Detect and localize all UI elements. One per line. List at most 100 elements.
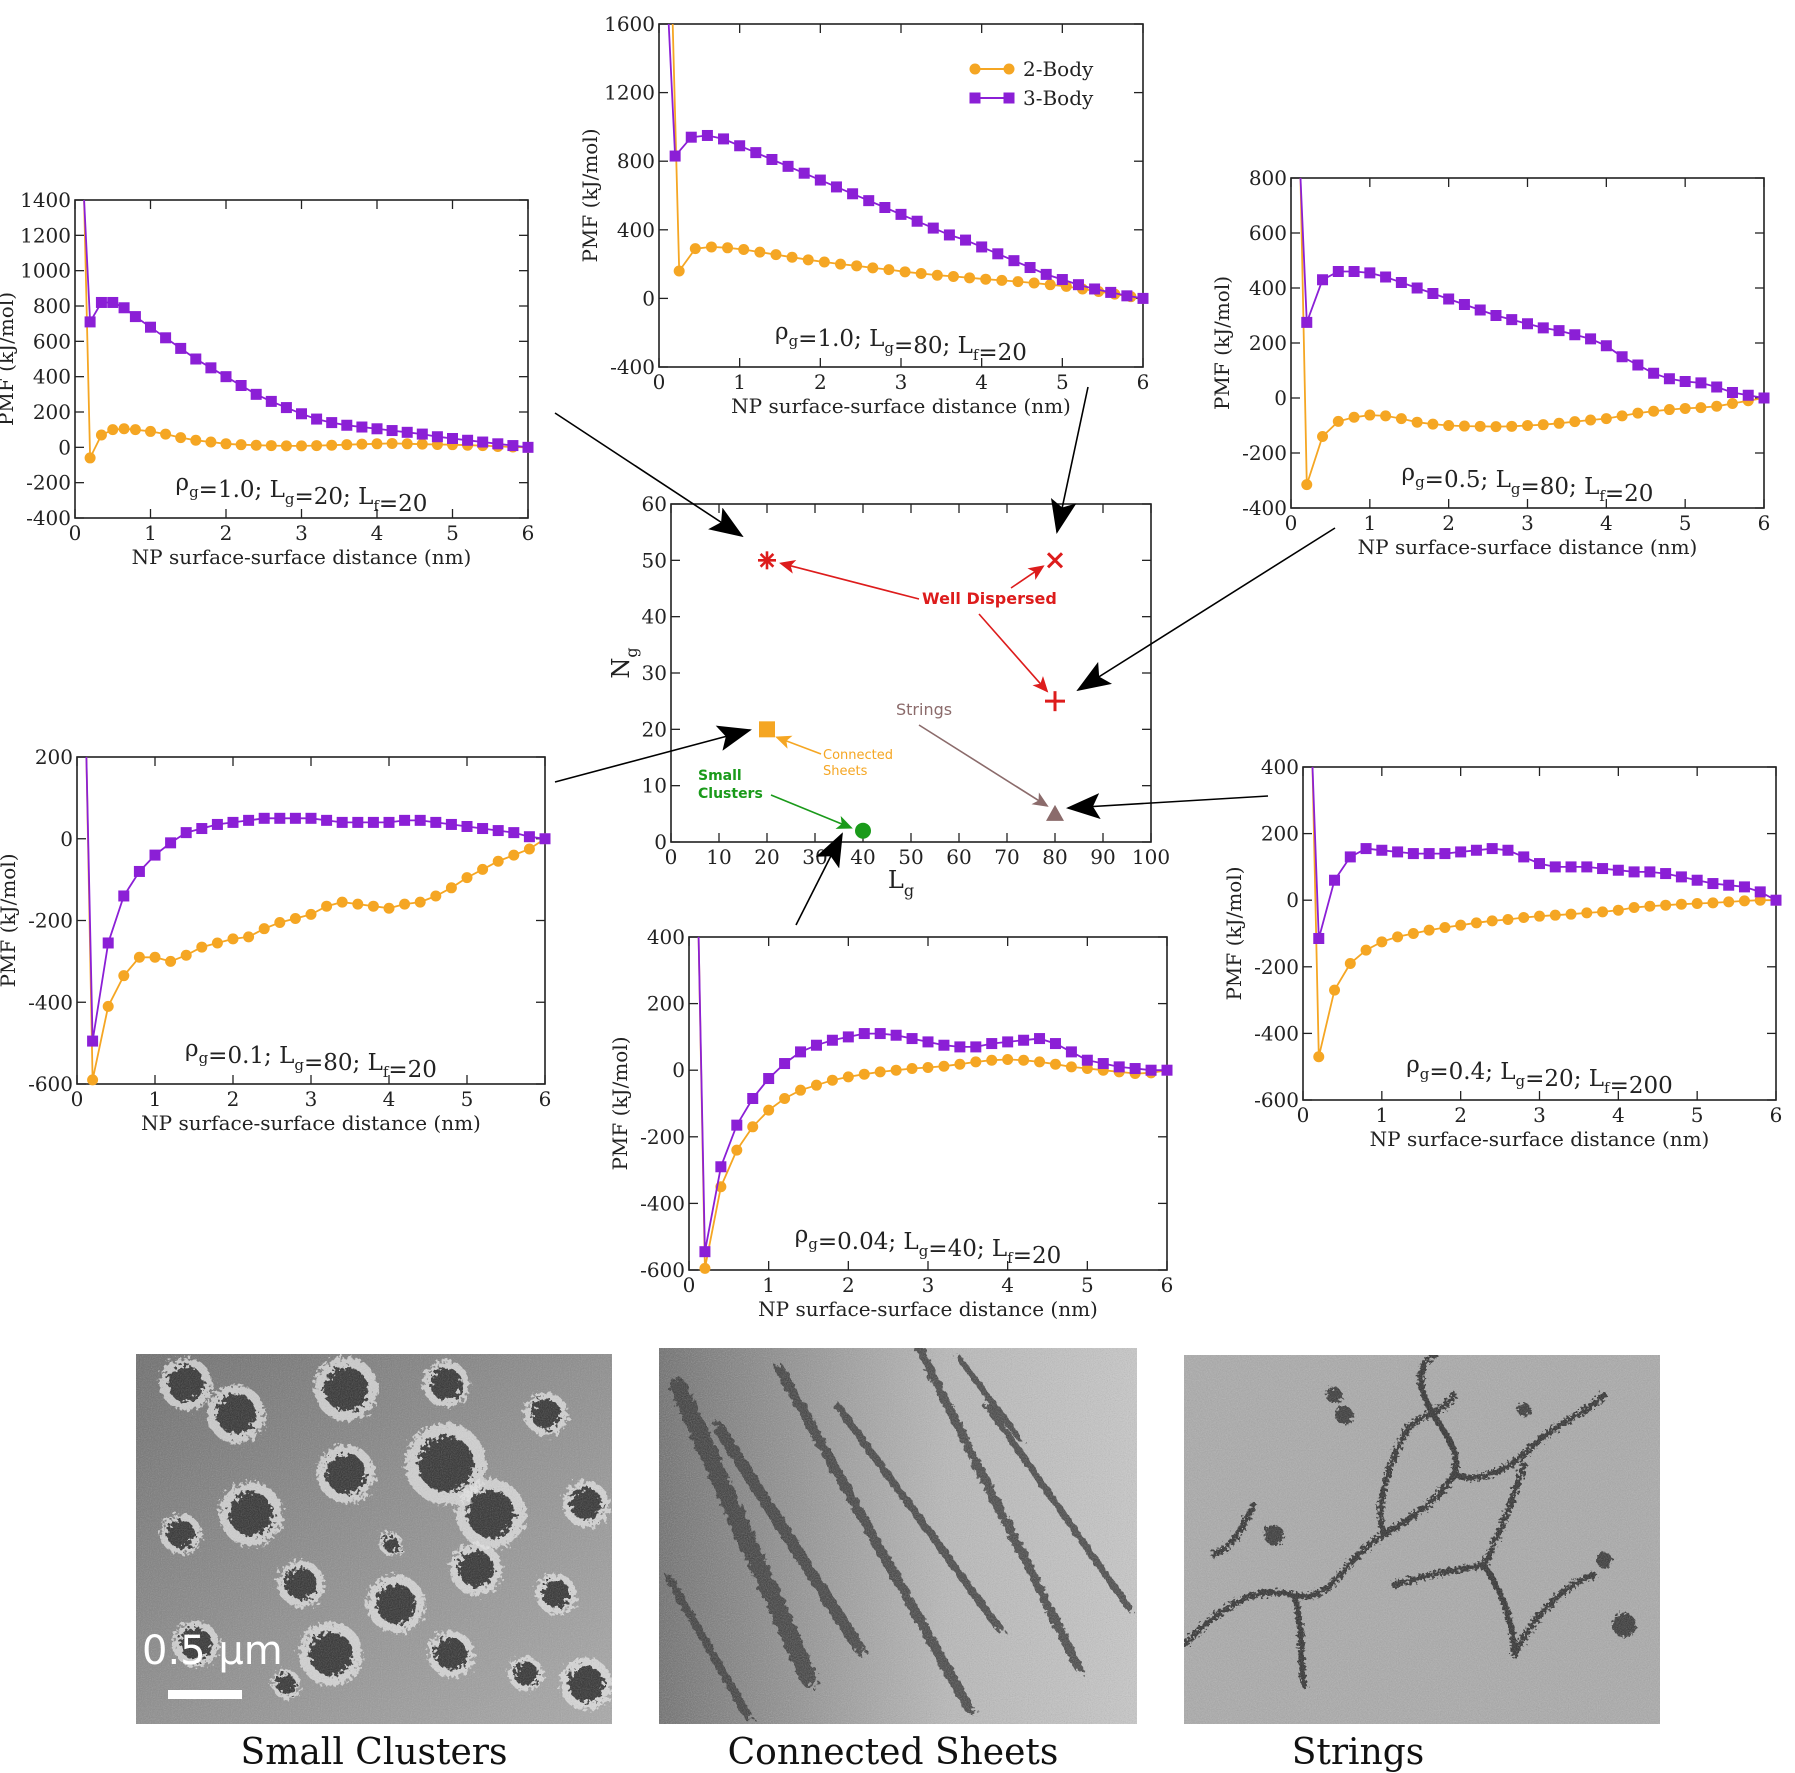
point-2-Body [1534, 910, 1545, 922]
point-3-Body [211, 818, 223, 830]
point-3-Body [95, 296, 107, 308]
point-3-Body [1644, 866, 1656, 878]
x-tick-label: 6 [1137, 370, 1150, 394]
x-tick-label: 6 [1758, 511, 1771, 535]
point-asterisk [759, 553, 775, 568]
point-3-Body [1695, 377, 1707, 389]
point-3-Body [954, 1041, 966, 1053]
point-2-Body [1738, 895, 1750, 907]
point-3-Body [274, 812, 286, 824]
label-strings: Strings [896, 700, 952, 719]
point-3-Body [371, 423, 383, 435]
plot-frame [688, 936, 1168, 1271]
point-2-Body [175, 432, 187, 444]
point-3-Body [699, 1246, 711, 1258]
connector-arrow [554, 412, 744, 538]
point-2-Body [906, 1063, 918, 1075]
point-2-Body [1616, 410, 1628, 422]
point-3-Body [399, 814, 411, 826]
x-tick-label: 0 [665, 845, 678, 869]
point-2-Body [986, 1054, 998, 1066]
point-2-Body [1522, 420, 1533, 431]
point-3-Body [826, 1034, 838, 1046]
point-2-Body [1012, 276, 1024, 288]
point-2-Body [818, 256, 830, 268]
point-3-Body [1711, 381, 1723, 393]
connector-arrow [1050, 386, 1089, 534]
point-x [1046, 552, 1064, 569]
point-3-Body [718, 133, 730, 145]
x-tick-label: 6 [1770, 1103, 1783, 1127]
series-line-2-Body [85, 756, 546, 1081]
connector-arrow [1076, 527, 1336, 692]
point-3-Body [462, 434, 474, 446]
point-3-Body [1317, 274, 1329, 286]
point-3-Body [701, 129, 713, 141]
point-3-Body [1081, 1054, 1093, 1066]
y-tick-label: 600 [1249, 221, 1287, 245]
x-tick-label: 4 [975, 370, 988, 394]
point-3-Body [943, 229, 955, 241]
plot-frame [1302, 766, 1777, 1101]
point-2-Body [964, 272, 976, 284]
point-3-Body [1329, 874, 1341, 886]
y-axis-label: PMF (kJ/mol) [1210, 276, 1234, 410]
chart-pmf_bc: 0 1 2 3 4 5 6 -600 -400 -200 0 200 400 NP surface-sur… [608, 925, 1173, 1321]
point-3-Body [1348, 266, 1360, 277]
point-3-Body [715, 1161, 727, 1173]
point-2-Body [1549, 909, 1561, 921]
point-3-Body [220, 371, 232, 383]
point-2-Body [296, 440, 307, 452]
point-3-Body [1660, 868, 1672, 880]
point-3-Body [1553, 325, 1565, 337]
y-tick-label: 200 [33, 400, 71, 424]
chart-phase_center: 0 10 20 30 40 50 60 70 80 90 100 0 10 20 30 40 50 60 Lg Ng W… [607, 492, 1170, 900]
point-2-Body [1317, 431, 1329, 442]
point-2-Body [689, 243, 701, 255]
x-tick-label: 2 [814, 370, 827, 394]
y-tick-label: -600 [640, 1258, 685, 1282]
point-2-Body [786, 251, 798, 263]
y-tick-label: 30 [642, 661, 667, 685]
point-2-Body [84, 452, 96, 464]
point-2-Body [1407, 928, 1419, 939]
point-3-Body [133, 865, 145, 877]
point-2-Body [1518, 912, 1530, 924]
point-3-Body [911, 215, 923, 227]
point-2-Body [673, 265, 685, 277]
point-3-Body [890, 1029, 902, 1041]
point-3-Body [1105, 286, 1117, 298]
legend-label: 3-Body [1023, 86, 1094, 110]
point-3-Body [1600, 340, 1612, 352]
point-3-Body [431, 431, 443, 443]
point-3-Body [477, 436, 489, 448]
y-tick-label: 400 [647, 925, 685, 949]
point-2-Body [133, 951, 145, 963]
parameter-annotation: ρg=0.5; Lg=80; Lf=20 [1402, 460, 1654, 507]
y-tick-label: -200 [1254, 955, 1299, 979]
point-2-Body [523, 843, 535, 855]
point-3-Body [879, 202, 891, 214]
point-2-Body [386, 437, 398, 449]
legend-marker [969, 92, 981, 104]
point-3-Body [1458, 299, 1470, 310]
legend-label: 2-Body [1023, 57, 1094, 81]
y-tick-label: 50 [642, 548, 667, 572]
point-3-Body [1097, 1058, 1109, 1070]
y-tick-label: 40 [642, 605, 667, 629]
pointer-arrow [775, 735, 822, 755]
label-connected: Connected [823, 748, 893, 763]
point-2-Body [802, 254, 814, 266]
point-3-Body [1663, 373, 1675, 385]
chart-pmf_tl: 0 1 2 3 4 5 6 -400 -200 0 200 400 600 800 1000 1200 1400… [0, 188, 534, 569]
point-3-Body [1113, 1061, 1125, 1073]
point-2-Body [842, 1071, 854, 1083]
point-3-Body [1407, 848, 1419, 860]
point-2-Body [352, 898, 364, 910]
point-2-Body [118, 970, 130, 982]
x-tick-label: 80 [1042, 845, 1067, 869]
point-3-Body [1506, 314, 1518, 326]
point-3-Body [1427, 288, 1439, 299]
point-3-Body [367, 816, 379, 828]
point-3-Body [830, 181, 842, 193]
